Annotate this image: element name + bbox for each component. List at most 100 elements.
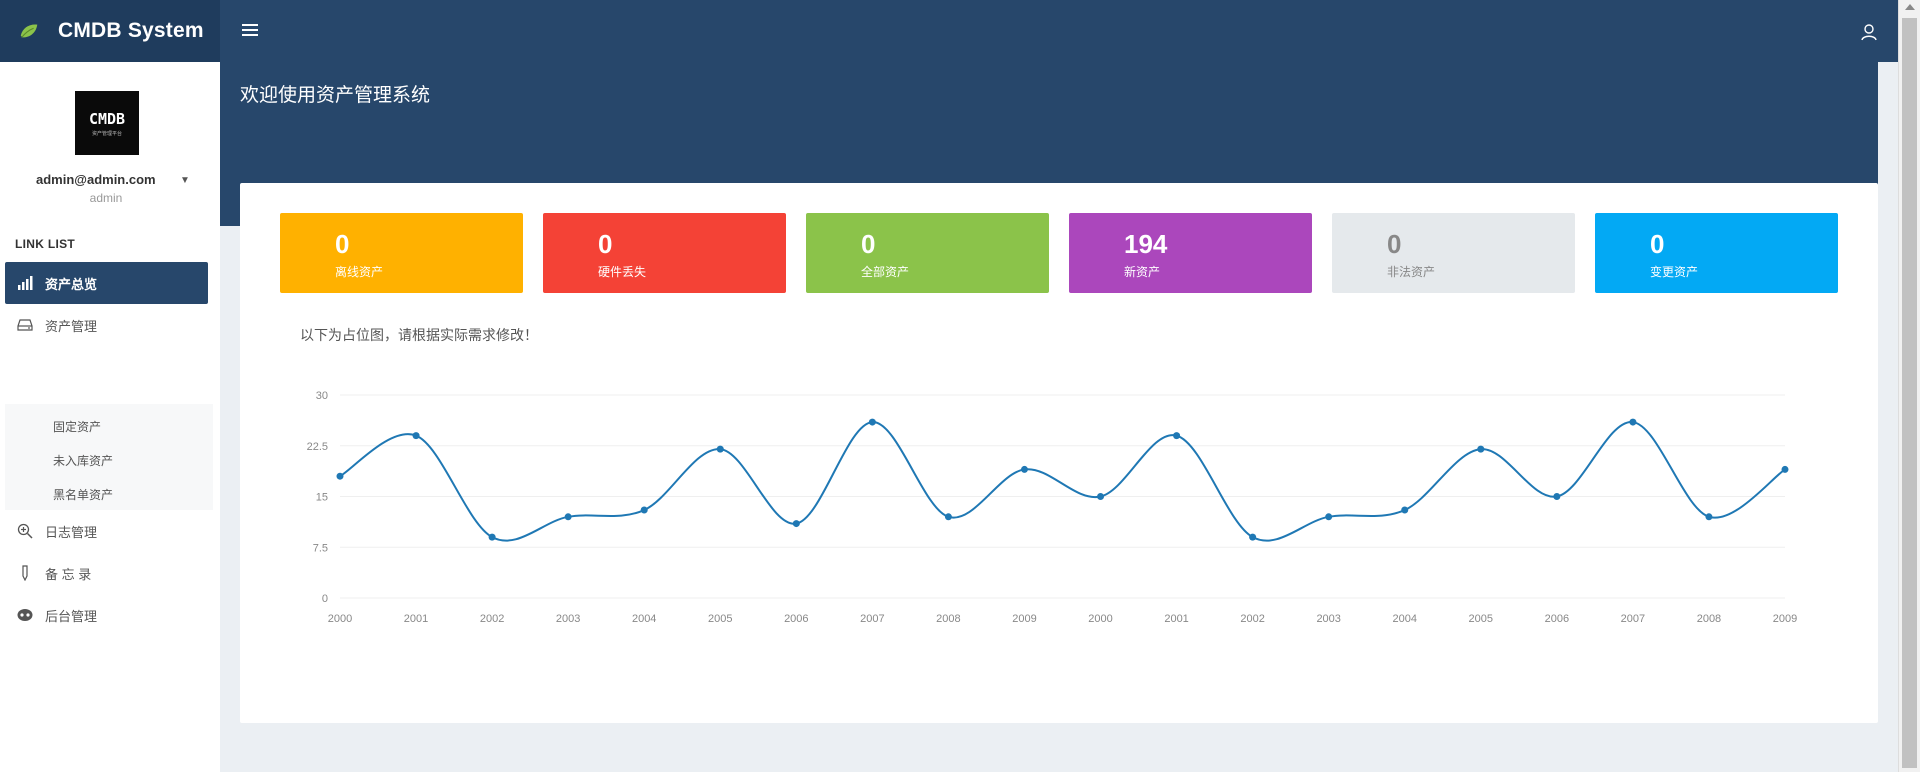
stat-label: 变更资产 <box>1650 265 1699 279</box>
x-tick-label: 2005 <box>708 613 732 623</box>
stat-label: 全部资产 <box>861 265 910 279</box>
avatar-subtext: 资产管理平台 <box>91 130 122 137</box>
sidebar-item-label: 日志管理 <box>45 524 98 540</box>
stat-card-new-assets[interactable]: 194 新资产 <box>1069 213 1312 293</box>
data-point <box>1477 445 1485 453</box>
data-point <box>412 432 420 440</box>
brand[interactable]: CMDB System <box>0 0 220 62</box>
x-tick-label: 2004 <box>632 613 656 623</box>
x-tick-label: 2007 <box>1621 613 1645 623</box>
submenu-item-unstocked-assets[interactable]: 未入库资产 <box>53 454 114 468</box>
data-point <box>1705 513 1713 521</box>
data-point <box>1249 533 1257 541</box>
stat-card-illegal-assets[interactable]: 0 非法资产 <box>1332 213 1575 293</box>
x-tick-label: 2006 <box>784 613 808 623</box>
pen-icon <box>17 565 33 581</box>
data-point <box>640 506 648 514</box>
y-tick-label: 7.5 <box>313 542 328 554</box>
data-point <box>868 418 876 426</box>
x-tick-label: 2009 <box>1773 613 1797 623</box>
hard-drive-icon <box>17 317 33 333</box>
x-tick-label: 2008 <box>1697 613 1721 623</box>
sidebar-item-memo[interactable]: 备 忘 录 <box>5 552 208 594</box>
x-tick-label: 2004 <box>1392 613 1416 623</box>
x-tick-label: 2006 <box>1545 613 1569 623</box>
data-point <box>716 445 724 453</box>
sidebar-item-label: 后台管理 <box>45 608 98 624</box>
scroll-up-arrow-icon[interactable] <box>1905 4 1915 10</box>
data-point <box>1781 465 1789 473</box>
stat-value: 0 <box>1650 229 1665 259</box>
stat-value: 0 <box>861 229 876 259</box>
stat-card-changed-assets[interactable]: 0 变更资产 <box>1595 213 1838 293</box>
stat-label: 新资产 <box>1124 265 1161 279</box>
x-tick-label: 2002 <box>480 613 504 623</box>
y-tick-label: 30 <box>316 390 328 402</box>
x-tick-label: 2007 <box>860 613 884 623</box>
sidebar-item-label: 备 忘 录 <box>45 566 92 582</box>
stat-value: 0 <box>335 229 350 259</box>
y-tick-label: 15 <box>316 492 328 504</box>
menu-line <box>242 29 258 31</box>
x-tick-label: 2001 <box>1164 613 1188 623</box>
x-tick-label: 2008 <box>936 613 960 623</box>
stat-value: 0 <box>1387 229 1402 259</box>
sidebar-item-asset-management[interactable]: 资产管理 <box>5 304 208 346</box>
stat-label: 非法资产 <box>1387 265 1436 279</box>
series-line <box>339 421 1786 542</box>
dashboard-card: 0 离线资产 0 硬件丢失 0 全部资产 194 新资产 0 非法资产 0 变更… <box>240 183 1878 723</box>
scrollbar-thumb[interactable] <box>1902 18 1917 768</box>
placeholder-note: 以下为占位图，请根据实际需求修改！ <box>300 327 538 343</box>
sidebar-item-label: 资产总览 <box>45 276 98 292</box>
data-point <box>336 472 344 480</box>
vertical-scrollbar[interactable] <box>1898 0 1920 772</box>
stat-value: 194 <box>1124 229 1168 259</box>
submenu-item-fixed-assets[interactable]: 固定资产 <box>53 420 102 434</box>
x-tick-label: 2009 <box>1012 613 1036 623</box>
y-tick-label: 0 <box>322 593 328 605</box>
data-point <box>1401 506 1409 514</box>
user-profile-icon[interactable] <box>1860 23 1878 41</box>
welcome-title: 欢迎使用资产管理系统 <box>240 85 431 106</box>
data-point <box>1020 465 1028 473</box>
link-list-heading: LINK LIST <box>15 237 76 251</box>
data-point <box>1325 513 1333 521</box>
zoom-in-icon <box>17 523 33 539</box>
leaf-logo-icon <box>20 24 38 38</box>
data-point <box>488 533 496 541</box>
sidebar-item-asset-overview[interactable]: 资产总览 <box>5 262 208 304</box>
data-point <box>1173 432 1181 440</box>
app-title: CMDB System <box>58 19 204 42</box>
stat-card-hardware-lost[interactable]: 0 硬件丢失 <box>543 213 786 293</box>
sidebar-item-admin[interactable]: 后台管理 <box>5 594 208 636</box>
chevron-down-icon[interactable]: ▼ <box>180 175 190 186</box>
x-tick-label: 2001 <box>404 613 428 623</box>
x-tick-label: 2003 <box>1316 613 1340 623</box>
x-tick-label: 2000 <box>1088 613 1112 623</box>
avatar[interactable]: CMDB 资产管理平台 <box>75 91 139 155</box>
sidebar-item-log-management[interactable]: 日志管理 <box>5 510 208 552</box>
menu-toggle-button[interactable] <box>242 24 258 40</box>
submenu-item-blacklist-assets[interactable]: 黑名单资产 <box>53 488 114 502</box>
stat-card-all-assets[interactable]: 0 全部资产 <box>806 213 1049 293</box>
avatar-text: CMDB <box>88 109 126 128</box>
menu-line <box>242 34 258 36</box>
gamepad-icon <box>17 607 33 623</box>
data-point <box>1553 493 1561 500</box>
x-tick-label: 2000 <box>328 613 352 623</box>
data-point <box>564 513 572 521</box>
menu-line <box>242 24 258 26</box>
stat-card-offline[interactable]: 0 离线资产 <box>280 213 523 293</box>
data-point <box>792 520 800 528</box>
stat-value: 0 <box>598 229 613 259</box>
data-point <box>944 513 952 521</box>
data-point <box>1097 493 1105 500</box>
x-tick-label: 2005 <box>1469 613 1493 623</box>
user-role: admin <box>89 191 123 205</box>
user-email[interactable]: admin@admin.com <box>36 172 156 187</box>
stat-label: 离线资产 <box>335 265 384 279</box>
sidebar-item-label: 资产管理 <box>45 318 98 334</box>
asset-management-submenu: 固定资产 未入库资产 黑名单资产 <box>5 404 213 510</box>
bar-chart-icon <box>17 275 33 291</box>
x-tick-label: 2002 <box>1240 613 1264 623</box>
